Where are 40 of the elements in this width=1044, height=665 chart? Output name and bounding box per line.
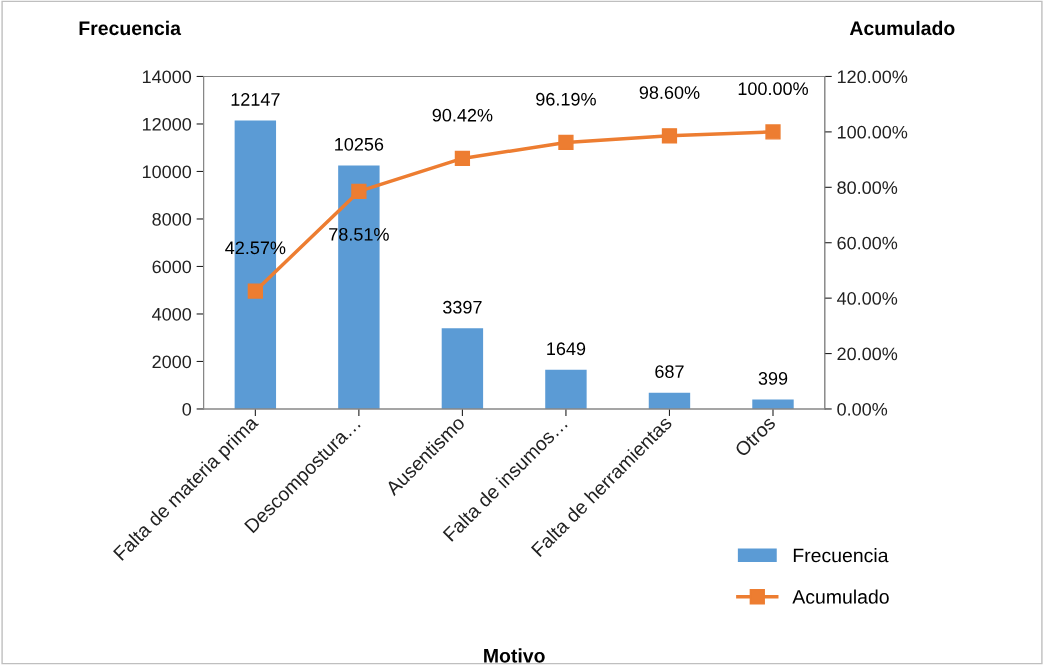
point	[454, 150, 471, 167]
legend-label: Frecuencia	[793, 548, 889, 563]
point	[765, 124, 781, 140]
point	[558, 134, 574, 151]
bar	[545, 369, 587, 409]
y2-tick-label: 40.00%	[836, 292, 898, 305]
legend-label: Acumulado	[792, 589, 889, 604]
y-tick-label: 2000	[152, 355, 192, 369]
y2-tick-label: 20.00%	[837, 347, 898, 361]
data-label: 3397	[443, 300, 482, 314]
bar	[752, 399, 794, 409]
data-label: 399	[758, 372, 788, 385]
y-tick-label: 14000	[142, 70, 192, 84]
data-label: 90.42%	[432, 108, 493, 122]
data-label: 1649	[547, 342, 586, 356]
y-tick-label: 8000	[152, 212, 192, 226]
data-label: 687	[655, 365, 684, 378]
y-axis-title: Frecuencia	[79, 20, 182, 36]
bar	[441, 328, 484, 409]
point	[247, 283, 263, 299]
x-axis-title: Motivo	[484, 648, 545, 663]
point	[661, 128, 678, 144]
y2-tick-label: 120.00%	[837, 70, 908, 84]
data-label: 98.60%	[639, 86, 700, 99]
y-tick-label: 0	[182, 402, 192, 416]
y2-tick-label: 0.00%	[837, 402, 888, 416]
y-tick-label: 10000	[142, 165, 192, 179]
y2-tick-label: 80.00%	[837, 181, 898, 195]
y-tick-label: 4000	[152, 307, 192, 321]
data-label: 12147	[231, 93, 280, 106]
data-label: 10256	[335, 137, 384, 151]
y2-tick-label: 100.00%	[837, 125, 908, 139]
point	[351, 183, 367, 200]
y2-axis-title: Acumulado	[849, 20, 955, 36]
data-label: 96.19%	[536, 92, 596, 106]
y-tick-label: 12000	[142, 117, 192, 131]
data-label: 100.00%	[738, 82, 808, 96]
y-tick-label: 6000	[152, 260, 192, 274]
bar	[648, 392, 691, 409]
y2-tick-label: 60.00%	[837, 236, 898, 250]
